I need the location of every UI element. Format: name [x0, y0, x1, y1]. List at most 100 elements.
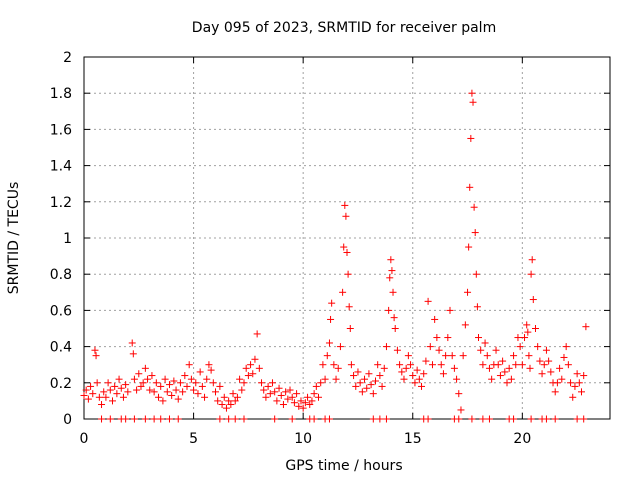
- data-point: [323, 352, 331, 360]
- data-point: [435, 346, 443, 354]
- data-point: [356, 379, 364, 387]
- data-point: [344, 270, 352, 278]
- data-point: [374, 361, 382, 369]
- data-point: [122, 381, 130, 389]
- data-point: [144, 375, 152, 383]
- data-point: [157, 415, 165, 423]
- x-tick-label: 10: [294, 431, 312, 447]
- data-point: [332, 375, 340, 383]
- data-point: [290, 399, 298, 407]
- data-point: [115, 375, 123, 383]
- data-point: [150, 415, 158, 423]
- data-point: [466, 183, 474, 191]
- data-point: [564, 361, 572, 369]
- data-point: [255, 364, 263, 372]
- data-point: [129, 350, 137, 358]
- data-point: [521, 334, 529, 342]
- data-point: [325, 415, 333, 423]
- data-point: [218, 401, 226, 409]
- data-point: [260, 386, 268, 394]
- data-point: [442, 352, 450, 360]
- data-point: [198, 382, 206, 390]
- data-point: [529, 296, 537, 304]
- data-point: [157, 382, 165, 390]
- data-point: [104, 379, 112, 387]
- data-point: [483, 352, 491, 360]
- data-point: [240, 415, 248, 423]
- data-point: [271, 388, 279, 396]
- data-point: [247, 361, 255, 369]
- data-point: [205, 361, 213, 369]
- data-point: [185, 361, 193, 369]
- data-point: [365, 370, 373, 378]
- data-point: [551, 415, 559, 423]
- data-point: [343, 248, 351, 256]
- data-point: [562, 343, 570, 351]
- data-point: [510, 415, 518, 423]
- data-point: [308, 397, 316, 405]
- data-point: [277, 391, 285, 399]
- data-point: [388, 267, 396, 275]
- data-point: [128, 339, 136, 347]
- data-point: [453, 375, 461, 383]
- data-point: [122, 415, 130, 423]
- data-point: [424, 415, 432, 423]
- data-point: [201, 393, 209, 401]
- data-point: [514, 334, 522, 342]
- data-point: [492, 346, 500, 354]
- data-point: [249, 370, 257, 378]
- data-point: [150, 388, 158, 396]
- data-point: [251, 355, 259, 363]
- data-point: [402, 364, 410, 372]
- data-point: [367, 381, 375, 389]
- data-point: [512, 361, 520, 369]
- data-point: [468, 89, 476, 97]
- data-point: [536, 357, 544, 365]
- data-point: [273, 397, 281, 405]
- x-tick-label: 5: [189, 431, 198, 447]
- data-point: [569, 393, 577, 401]
- x-axis-label: GPS time / hours: [285, 458, 402, 474]
- data-point: [299, 404, 307, 412]
- data-point: [437, 361, 445, 369]
- data-point: [371, 377, 379, 385]
- y-tick-label: 1.8: [50, 86, 72, 102]
- data-point: [496, 372, 504, 380]
- data-point: [477, 346, 485, 354]
- data-point: [448, 352, 456, 360]
- data-point: [526, 364, 534, 372]
- y-tick-label: 0.8: [50, 267, 72, 283]
- data-point: [231, 397, 239, 405]
- data-point: [124, 388, 132, 396]
- data-point: [354, 368, 362, 376]
- data-point: [485, 415, 493, 423]
- data-point: [409, 372, 417, 380]
- data-point: [165, 415, 173, 423]
- data-point: [106, 415, 114, 423]
- data-point: [342, 212, 350, 220]
- data-point: [133, 386, 141, 394]
- y-tick-label: 0.4: [50, 340, 72, 356]
- data-point: [117, 384, 125, 392]
- data-point: [139, 379, 147, 387]
- data-point: [510, 352, 518, 360]
- data-point: [464, 288, 472, 296]
- data-point: [233, 393, 241, 401]
- data-point: [479, 361, 487, 369]
- chart-title: Day 095 of 2023, SRMTID for receiver pal…: [192, 20, 496, 36]
- data-point: [174, 415, 182, 423]
- data-point: [108, 397, 116, 405]
- x-tick-label: 15: [404, 431, 422, 447]
- data-point: [288, 415, 296, 423]
- data-point: [328, 299, 336, 307]
- data-point: [279, 401, 287, 409]
- x-tick-label: 0: [80, 431, 89, 447]
- data-point: [382, 343, 390, 351]
- data-point: [304, 393, 312, 401]
- data-point: [89, 390, 97, 398]
- data-point: [376, 372, 384, 380]
- data-point: [369, 390, 377, 398]
- data-point: [415, 375, 423, 383]
- data-point: [488, 375, 496, 383]
- data-point: [168, 391, 176, 399]
